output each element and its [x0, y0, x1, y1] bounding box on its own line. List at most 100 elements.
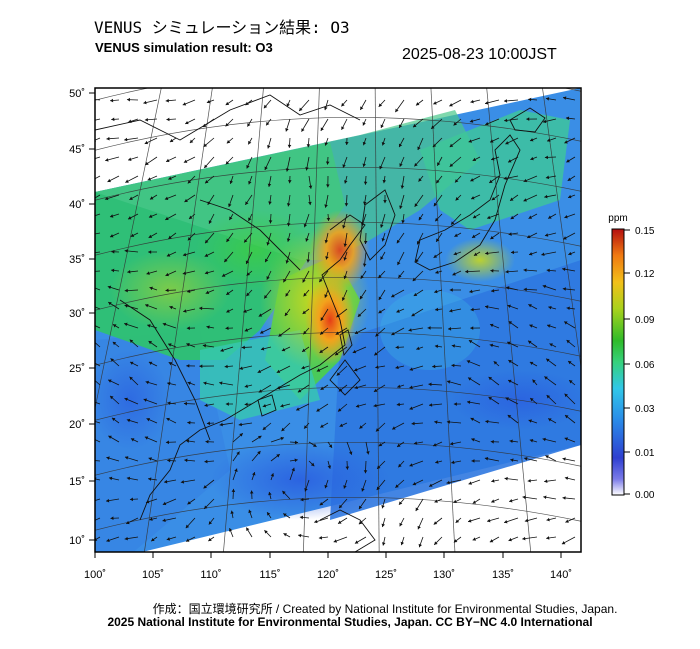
wind-arrow — [453, 536, 462, 543]
wind-arrow — [182, 270, 196, 275]
wind-arrow — [489, 343, 500, 348]
wind-arrow — [109, 232, 120, 238]
wind-arrow — [283, 533, 291, 538]
wind-arrow — [491, 288, 500, 293]
wind-arrow — [339, 422, 348, 427]
wind-arrow — [523, 194, 538, 202]
wind-arrow — [225, 326, 234, 331]
wind-arrow — [376, 479, 386, 491]
wind-arrow — [112, 341, 120, 348]
wind-arrow — [248, 175, 253, 185]
wind-arrow — [465, 269, 481, 274]
wind-arrow — [412, 118, 424, 128]
wind-arrow — [304, 479, 310, 492]
wind-arrow — [308, 194, 312, 206]
colorbar-tick-0.03: 0.03 — [635, 404, 655, 415]
wind-arrow — [526, 117, 538, 121]
lon-label-100: 100˚ — [84, 569, 106, 581]
wind-arrow — [146, 270, 158, 275]
wind-arrow — [433, 517, 443, 525]
wind-arrow — [223, 251, 234, 263]
wind-arrow — [382, 175, 387, 184]
lon-label-120: 120˚ — [317, 569, 339, 581]
wind-arrow — [363, 460, 368, 474]
wind-arrow — [166, 117, 177, 122]
wind-arrow — [111, 268, 120, 273]
wind-arrow — [147, 175, 158, 181]
wind-arrow — [362, 137, 367, 146]
wind-arrow — [285, 156, 291, 172]
wind-arrow — [415, 498, 424, 512]
wind-arrow — [430, 118, 443, 130]
wind-arrow — [305, 156, 310, 171]
wind-arrow — [341, 289, 348, 301]
wind-arrow — [415, 99, 424, 106]
wind-arrow — [418, 213, 424, 221]
wind-arrow — [453, 498, 462, 504]
wind-arrow — [529, 324, 538, 329]
wind-arrow — [143, 398, 158, 405]
wind-arrow — [220, 346, 234, 352]
lon-label-130: 130˚ — [433, 569, 455, 581]
wind-arrow — [380, 213, 386, 228]
wind-arrow — [434, 307, 443, 312]
wind-arrow — [397, 384, 405, 389]
colorbar-unit: ppm — [608, 213, 627, 224]
wind-arrow — [204, 175, 215, 184]
wind-arrow — [412, 270, 424, 282]
wind-arrow — [104, 194, 120, 201]
wind-arrow — [225, 402, 234, 406]
wind-arrow — [148, 361, 158, 367]
wind-arrow — [453, 402, 462, 406]
wind-arrow — [544, 376, 557, 386]
wind-arrow — [507, 304, 519, 310]
wind-arrow — [244, 402, 253, 407]
wind-arrow — [365, 441, 370, 455]
wind-arrow — [395, 345, 405, 350]
wind-arrow — [303, 213, 310, 228]
wind-arrow — [470, 99, 481, 104]
wind-arrow — [95, 251, 101, 254]
wind-arrow — [324, 479, 329, 489]
lat-label-50: 50˚ — [69, 88, 85, 100]
wind-arrow — [527, 478, 538, 483]
wind-arrow — [325, 156, 330, 165]
wind-arrow — [245, 99, 253, 106]
wind-arrow — [413, 441, 424, 445]
wind-arrow — [166, 417, 177, 424]
wind-arrow — [229, 175, 234, 185]
wind-arrow — [333, 536, 348, 543]
wind-arrow — [378, 308, 386, 314]
wind-arrow — [110, 98, 120, 103]
wind-arrow — [185, 118, 196, 125]
wind-arrow — [148, 213, 158, 218]
wind-arrow — [507, 379, 519, 386]
wind-arrow — [285, 251, 291, 264]
wind-arrow — [508, 359, 519, 367]
wind-arrow — [400, 536, 405, 546]
wind-arrow — [394, 99, 405, 113]
wind-arrow — [528, 419, 538, 424]
wind-arrow — [544, 194, 557, 199]
wind-arrow — [417, 517, 424, 530]
wind-arrow — [343, 251, 348, 261]
wind-arrow — [182, 99, 196, 106]
wind-arrow — [184, 458, 196, 463]
wind-arrow — [297, 384, 310, 393]
wind-arrow — [409, 384, 424, 390]
wind-arrow — [207, 194, 215, 206]
wind-arrow — [228, 194, 234, 208]
wind-arrow — [278, 327, 291, 337]
wind-arrow — [566, 156, 576, 163]
wind-arrow — [107, 175, 120, 183]
wind-arrow — [225, 156, 234, 165]
wind-arrow — [268, 213, 273, 224]
wind-arrow — [276, 384, 291, 390]
wind-arrow — [523, 175, 538, 183]
wind-arrow — [484, 99, 500, 105]
wind-arrow — [224, 364, 234, 369]
wind-arrow — [510, 458, 519, 462]
wind-arrow — [505, 286, 519, 291]
wind-arrow — [391, 422, 405, 430]
lon-label-110: 110˚ — [200, 569, 221, 581]
